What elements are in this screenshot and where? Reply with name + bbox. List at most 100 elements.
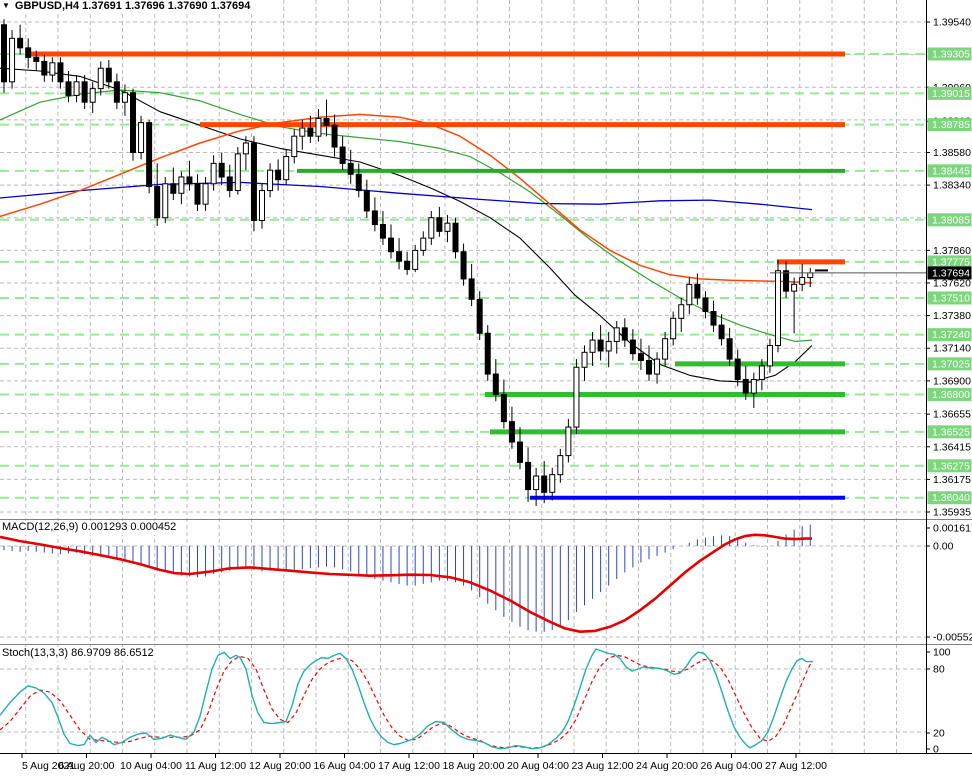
ma-green (0, 89, 813, 342)
candle-bearish (130, 92, 136, 154)
time-tick-label: 18 Aug 20:00 (443, 760, 505, 772)
candle-bearish (783, 270, 790, 292)
candle-bullish (412, 249, 419, 270)
svg-text:1.37694: 1.37694 (932, 267, 970, 279)
svg-text:1.37775: 1.37775 (932, 256, 970, 268)
candle-bullish (162, 183, 169, 219)
candle-bearish (460, 251, 467, 280)
candle-bearish (436, 217, 443, 232)
candle-bullish (210, 162, 217, 185)
candle-bullish (758, 365, 765, 380)
candle-bearish (170, 183, 177, 194)
price-axis[interactable]: 1.395401.390601.388101.385801.383401.378… (926, 17, 972, 756)
candle-bullish (654, 358, 661, 375)
level-price-badge (927, 255, 972, 269)
candle-bullish (315, 118, 322, 137)
candle-bearish (81, 81, 88, 103)
time-tick-label: 5 Aug 2021 (22, 760, 75, 772)
candle-bearish (1, 24, 7, 83)
candle-bullish (549, 474, 556, 493)
candle-bullish (678, 304, 685, 319)
candle-bullish (138, 122, 145, 154)
price-tick-label: 1.36175 (933, 474, 971, 486)
candle-bearish (307, 127, 314, 137)
candle-bullish (613, 327, 620, 342)
candle-bullish (9, 37, 16, 83)
candle-bullish (444, 222, 451, 232)
candle-bullish (89, 88, 96, 103)
price-tick-label: 1.36900 (933, 375, 971, 387)
candle-bearish (404, 260, 411, 270)
candle-bullish (605, 340, 612, 352)
candle-bearish (726, 338, 733, 360)
candle-bearish (355, 173, 362, 192)
candle-bullish (750, 378, 757, 394)
candle-bullish (291, 135, 298, 158)
candle-bullish (766, 345, 773, 367)
time-tick-label: 12 Aug 20:00 (249, 760, 311, 772)
candle-bearish (226, 176, 233, 192)
candle-bearish (476, 298, 483, 334)
candle-bullish (775, 270, 781, 347)
candle-bearish (525, 461, 532, 491)
stoch-main-line (0, 648, 813, 750)
candle-bearish (710, 311, 717, 326)
time-tick-label: 10 Aug 04:00 (120, 760, 182, 772)
macd-axis-label: 0.001617 (933, 523, 972, 535)
candle-bullish (267, 169, 274, 192)
symbol-dropdown-icon[interactable]: ▼ (2, 1, 10, 10)
candle-bearish (186, 176, 193, 185)
candle-bullish (242, 142, 249, 155)
candle-bearish (597, 339, 604, 352)
candle-bearish (323, 118, 330, 126)
candle-bullish (283, 156, 290, 181)
time-tick-label: 11 Aug 12:00 (185, 760, 246, 772)
level-price-badge (927, 47, 972, 61)
candle-bearish (517, 441, 523, 463)
svg-text:1.36040: 1.36040 (932, 492, 970, 504)
candle-bearish (113, 81, 120, 103)
svg-text:1.37025: 1.37025 (932, 358, 970, 370)
candle-bearish (637, 353, 644, 361)
ma-black (0, 67, 813, 383)
level-price-badge (927, 387, 972, 401)
level-price-badge (927, 213, 972, 227)
price-tick-label: 1.39540 (933, 17, 971, 29)
svg-text:1.39305: 1.39305 (932, 48, 970, 60)
candle-bearish (621, 327, 628, 341)
candle-bearish (347, 162, 354, 175)
svg-text:1.38085: 1.38085 (932, 214, 970, 226)
candle-bullish (581, 351, 588, 368)
candle-bullish (662, 338, 669, 360)
price-tick-label: 1.38340 (933, 180, 971, 192)
price-tick-label: 1.36655 (933, 409, 971, 421)
candle-bearish (734, 358, 741, 380)
macd-axis-label: -0.00552 (933, 632, 972, 644)
candle-bullish (565, 426, 572, 457)
candle-bullish (299, 127, 306, 137)
level-price-badge (927, 357, 972, 371)
candle-bearish (742, 378, 749, 394)
level-price-badge (927, 291, 972, 305)
time-tick-label: 27 Aug 12:00 (765, 760, 827, 772)
time-tick-label: 6 Aug 20:00 (58, 760, 114, 772)
candle-bearish (500, 393, 507, 423)
candle-bearish (146, 122, 153, 187)
candle-bearish (379, 224, 386, 239)
candle-bearish (339, 146, 346, 164)
macd-panel (0, 524, 926, 638)
time-tick-label: 17 Aug 12:00 (378, 760, 440, 772)
level-price-badge (927, 164, 972, 178)
macd-indicator-label: MACD(12,26,9) 0.001293 0.000452 (0, 521, 180, 535)
time-tick-label: 16 Aug 04:00 (314, 760, 376, 772)
candle-bullish (533, 475, 540, 491)
candles (1, 19, 814, 506)
candle-bullish (573, 366, 580, 428)
candle-bearish (250, 142, 257, 221)
svg-text:1.36800: 1.36800 (932, 389, 970, 401)
ma-orange (0, 113, 813, 284)
level-price-badge (927, 459, 972, 473)
